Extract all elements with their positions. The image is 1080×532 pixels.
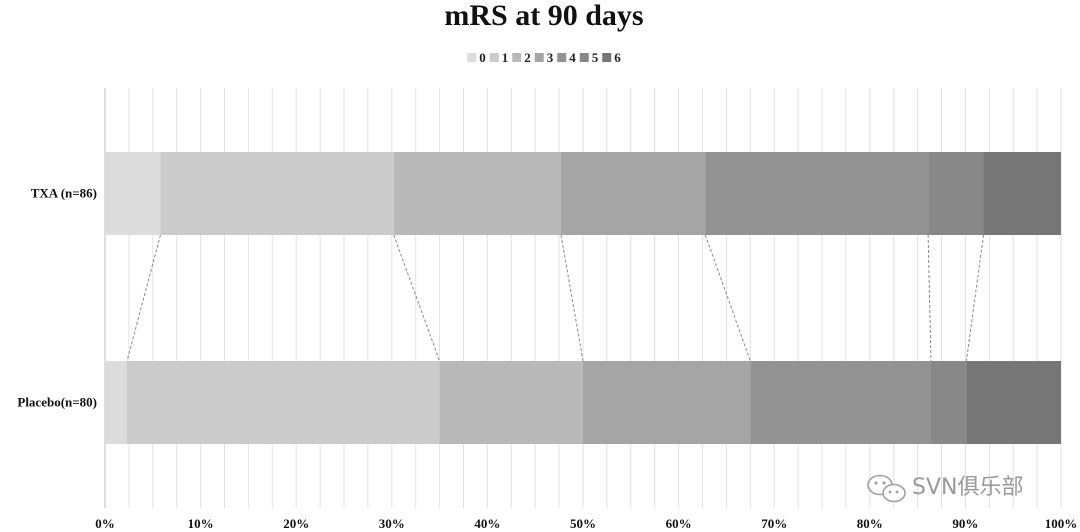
bar-segment-2 <box>393 152 562 235</box>
legend-swatch <box>602 53 612 62</box>
bar-segment-6 <box>983 152 1061 235</box>
legend-label: 4 <box>569 50 576 65</box>
x-tick-label: 50% <box>570 516 596 531</box>
bar-segment-2 <box>439 361 583 444</box>
legend-swatch <box>557 53 567 62</box>
watermark: SVN俱乐部 <box>867 474 1023 503</box>
legend-label: 0 <box>479 50 486 65</box>
bar-segment-3 <box>561 152 706 235</box>
x-tick-label: 20% <box>283 516 309 531</box>
legend-swatch <box>489 53 499 62</box>
legend-label: 2 <box>524 50 531 65</box>
bar-segment-0 <box>105 152 161 235</box>
legend-label: 5 <box>592 50 599 65</box>
connector-line <box>927 234 932 362</box>
x-tick-label: 30% <box>379 516 405 531</box>
bar-segment-3 <box>583 361 751 444</box>
connector-line <box>560 234 584 362</box>
wechat-icon <box>867 474 906 503</box>
x-tick-label: 90% <box>952 516 978 531</box>
legend-label: 1 <box>502 50 509 65</box>
connector-lines <box>126 234 985 362</box>
legend-label: 6 <box>614 50 621 65</box>
connector-line <box>965 234 985 362</box>
bar-segment-5 <box>928 152 984 235</box>
x-tick-label: 60% <box>666 516 692 531</box>
category-label: Placebo(n=80) <box>17 395 97 410</box>
bar-segment-6 <box>966 361 1061 444</box>
legend-swatch <box>467 53 477 62</box>
category-label: TXA (n=86) <box>31 186 97 201</box>
legend-label: 3 <box>547 50 554 65</box>
legend-swatch <box>579 53 589 62</box>
watermark-text: SVN俱乐部 <box>912 475 1023 500</box>
connector-line <box>704 234 751 362</box>
x-tick-label: 80% <box>857 516 883 531</box>
grid <box>104 88 1062 508</box>
bar-segment-4 <box>705 152 929 235</box>
bars <box>105 152 1061 444</box>
x-tick-label: 70% <box>761 516 787 531</box>
connector-line <box>126 234 161 362</box>
x-tick-label: 40% <box>474 516 500 531</box>
bar-segment-1 <box>126 361 440 444</box>
connector-line <box>393 234 441 362</box>
x-axis-ticks: 0% 10% 20% 30% 40% 50% 60% 70% 80% 90% 100% <box>95 516 1077 531</box>
bar-segment-4 <box>750 361 931 444</box>
legend-swatch <box>512 53 522 62</box>
legend-swatch <box>534 53 544 62</box>
x-tick-label: 0% <box>95 516 115 531</box>
chart-title: mRS at 90 days <box>444 0 643 32</box>
category-labels: TXA (n=86) Placebo(n=80) <box>17 186 97 410</box>
bar-segment-0 <box>105 361 127 444</box>
bar-segment-5 <box>930 361 967 444</box>
x-tick-label: 100% <box>1045 516 1078 531</box>
x-tick-label: 10% <box>188 516 214 531</box>
bar-segment-1 <box>160 152 394 235</box>
